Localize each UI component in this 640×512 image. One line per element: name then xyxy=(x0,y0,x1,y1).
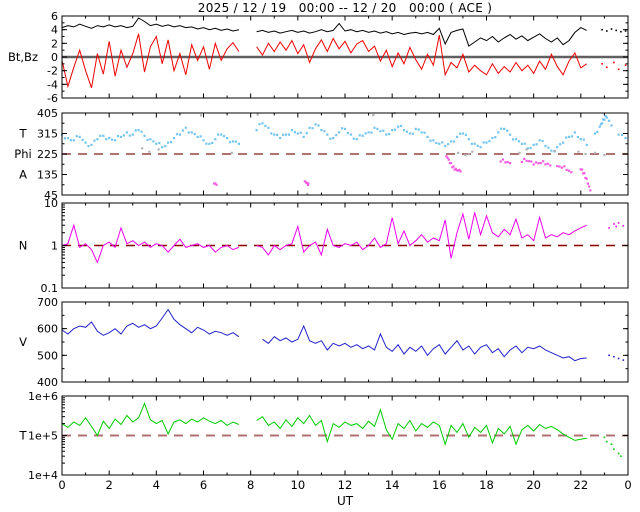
series-Bt xyxy=(61,17,587,47)
y-tick-label: 405 xyxy=(37,107,58,120)
series-V-late xyxy=(608,354,625,361)
y-tick-label: -6 xyxy=(47,92,58,105)
axis-label-t: T xyxy=(18,127,27,141)
series-T-late xyxy=(603,436,622,457)
x-tick-label: 22 xyxy=(574,478,589,492)
axis-label-t: T xyxy=(18,429,27,443)
axis-label-bt,bz: Bt,Bz xyxy=(8,50,38,64)
series-Bz xyxy=(61,33,587,89)
series-T xyxy=(61,402,587,446)
y-tick-label: 1 xyxy=(51,240,58,253)
series-phi-alt xyxy=(213,155,592,192)
x-tick-label: 12 xyxy=(338,478,353,492)
series-Bz-late xyxy=(601,61,627,71)
y-tick-label: 1e+4 xyxy=(28,469,58,482)
x-tick-label: 14 xyxy=(385,478,400,492)
x-tick-label: 18 xyxy=(479,478,494,492)
y-tick-label: 135 xyxy=(37,169,58,182)
x-tick-label: 6 xyxy=(200,478,207,492)
panel-n: 10 1 0.1 N xyxy=(19,197,629,295)
x-tick-labels: 0 2 4 6 8 10 12 14 16 18 20 22 0 xyxy=(58,478,631,492)
y-tick-label: 6 xyxy=(51,10,58,23)
series-Bt-late xyxy=(601,28,627,33)
y-tick-label: 0 xyxy=(51,51,58,64)
y-tick-label: 10 xyxy=(44,197,58,210)
series-phi-late xyxy=(593,115,627,140)
panel-phi: 405 315 225 135 45 T Phi A xyxy=(14,107,629,202)
axis-label-v: V xyxy=(19,335,27,349)
x-tick-label: 0 xyxy=(624,478,631,492)
axis-label-a: A xyxy=(19,168,27,182)
panel-v: 700 600 500 400 V xyxy=(19,296,629,389)
plot-title: 2025 / 12 / 19 00:00 -- 12 / 20 00:00 ( … xyxy=(197,1,493,15)
x-tick-label: 8 xyxy=(247,478,254,492)
y-tick-label: 700 xyxy=(37,296,58,309)
y-tick-label: -4 xyxy=(47,78,58,91)
axis-label-phi: Phi xyxy=(14,147,31,161)
y-tick-label: 225 xyxy=(37,148,58,161)
series-V xyxy=(61,308,587,362)
y-tick-label: 45 xyxy=(44,189,58,202)
x-tick-label: 10 xyxy=(291,478,306,492)
y-tick-label: 400 xyxy=(37,376,58,389)
x-tick-label: 20 xyxy=(526,478,541,492)
x-tick-label: 4 xyxy=(153,478,160,492)
series-N xyxy=(61,212,587,264)
y-tick-label: -2 xyxy=(47,65,58,78)
x-tick-label: 0 xyxy=(58,478,65,492)
series-N-late xyxy=(608,222,625,229)
y-tick-label: 1e+5 xyxy=(28,430,58,443)
x-tick-label: 2 xyxy=(106,478,113,492)
y-tick-label: 600 xyxy=(37,323,58,336)
y-tick-label: 0.1 xyxy=(41,282,59,295)
x-axis-label: UT xyxy=(336,494,354,508)
panel-border xyxy=(61,301,629,383)
x-tick-label: 16 xyxy=(432,478,447,492)
y-tick-label: 500 xyxy=(37,349,58,362)
panel-t: 1e+6 1e+5 1e+4 T xyxy=(18,390,629,482)
series-phi-main xyxy=(60,122,588,153)
y-tick-label: 2 xyxy=(51,37,58,50)
y-tick-label: 315 xyxy=(37,128,58,141)
y-tick-label: 1e+6 xyxy=(28,390,58,403)
axis-label-n: N xyxy=(19,239,28,253)
y-tick-label: 4 xyxy=(51,24,58,37)
